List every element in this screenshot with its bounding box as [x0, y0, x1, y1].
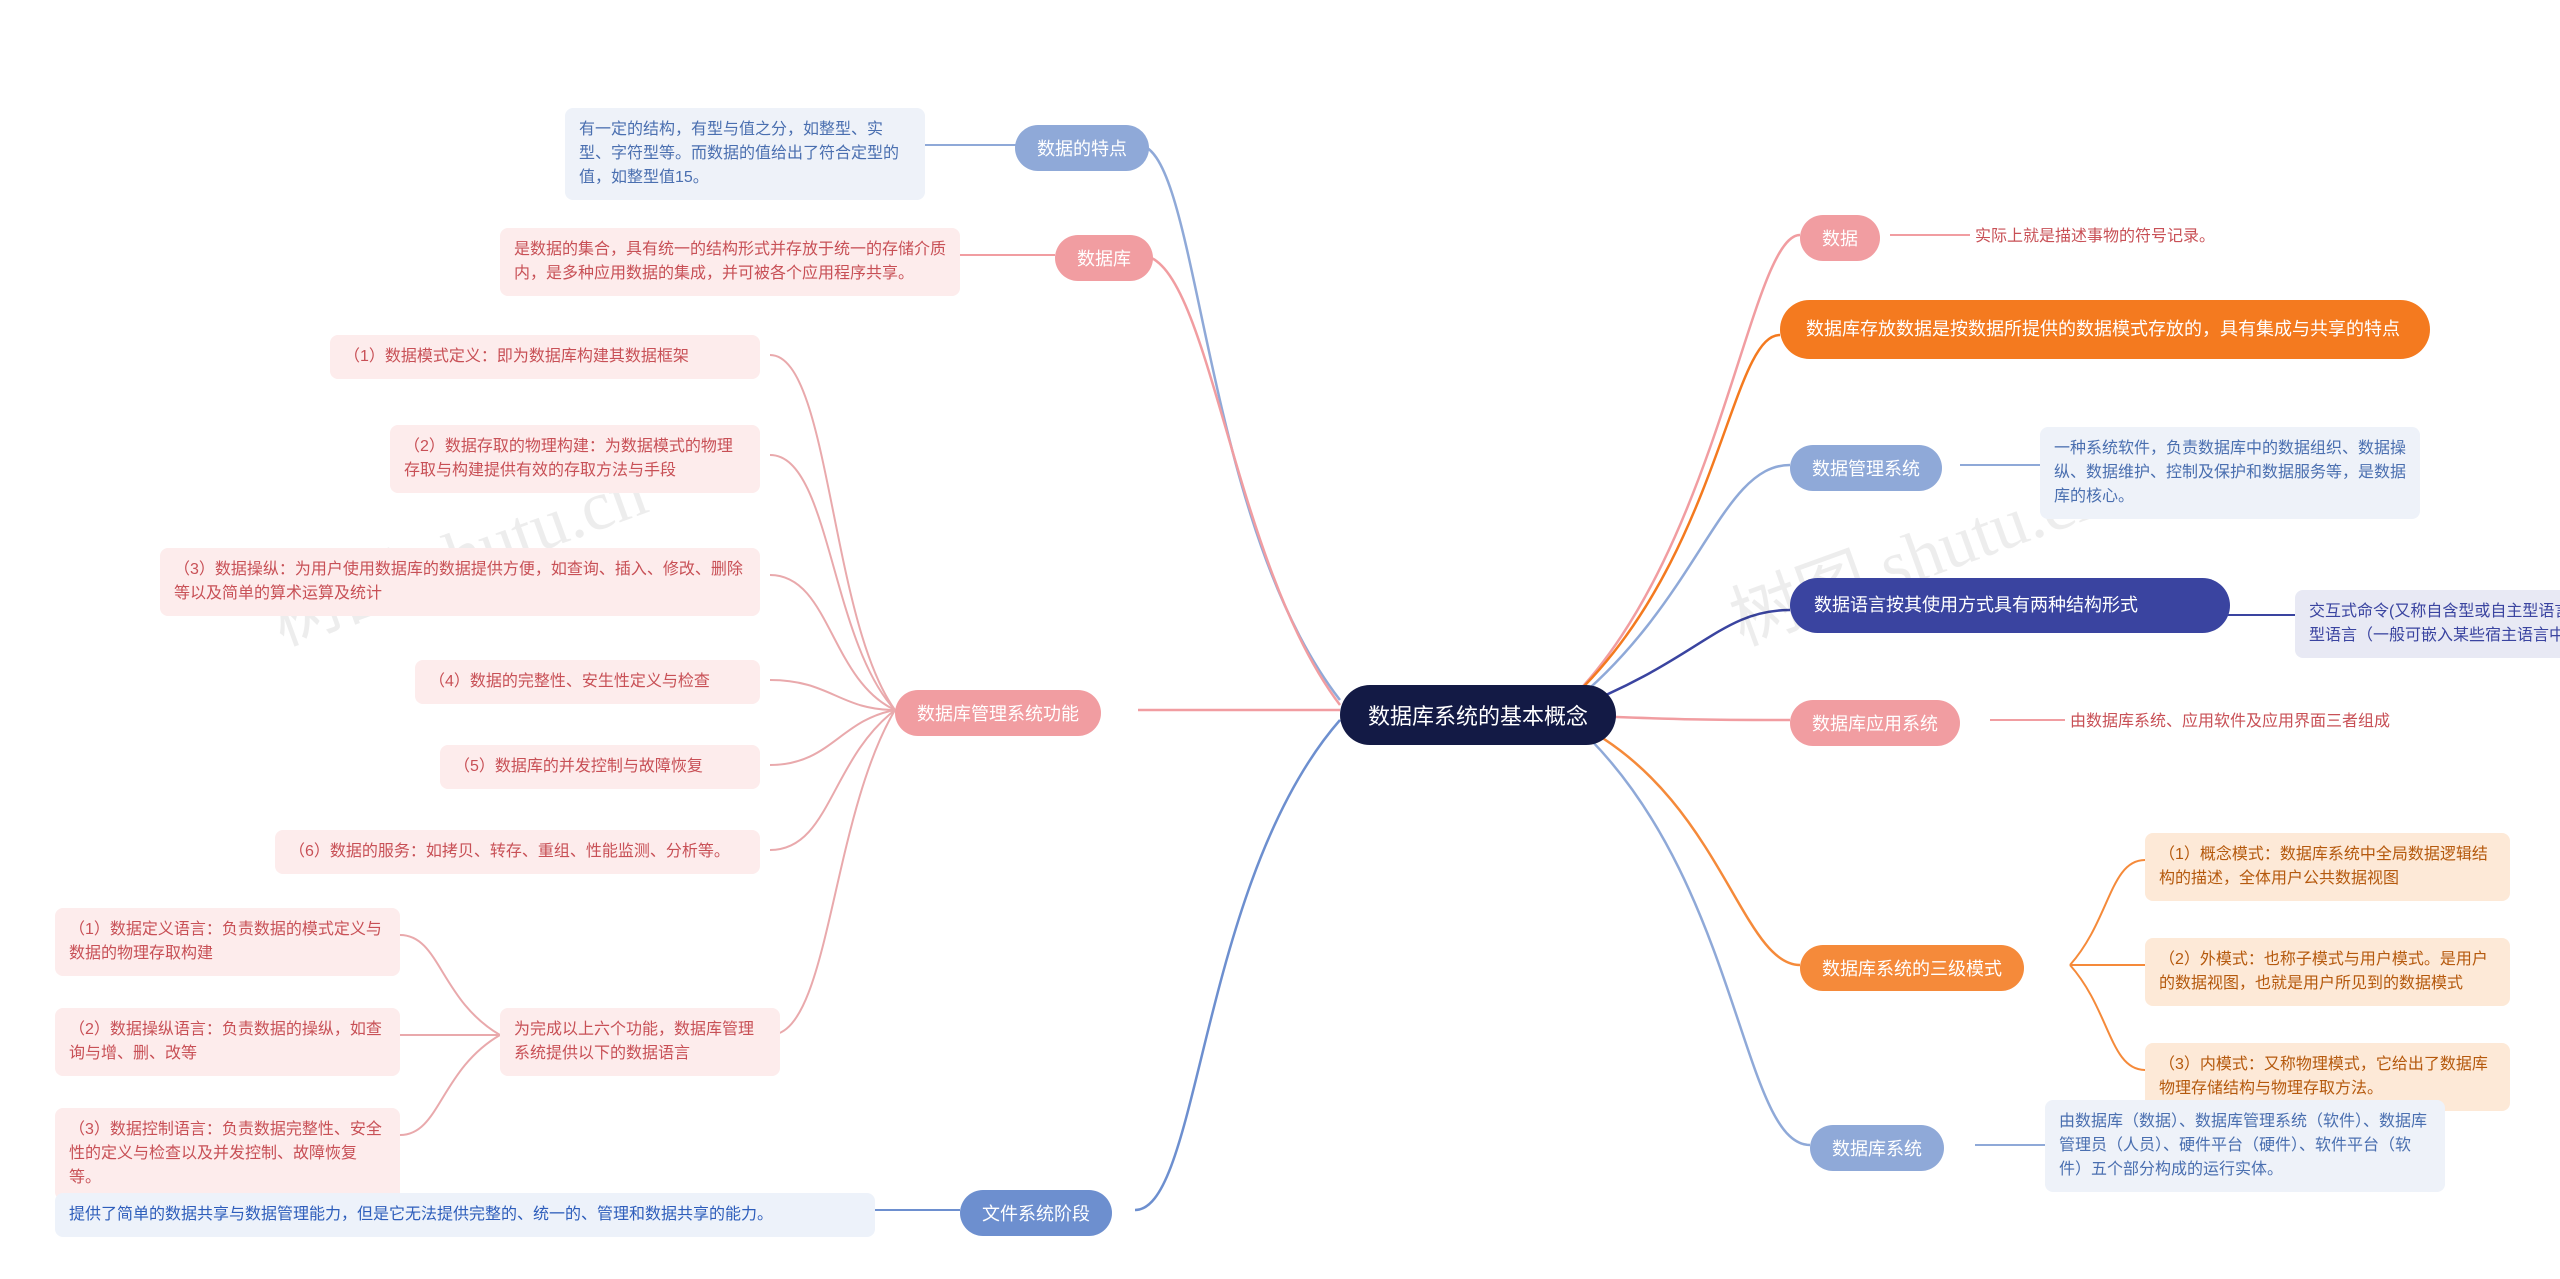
l-b3-item-1: （2）数据存取的物理构建：为数据模式的物理存取与构建提供有效的存取方法与手段	[390, 425, 760, 493]
r-b1-leaf: 实际上就是描述事物的符号记录。	[1975, 225, 2215, 249]
l-b3-item-3: （4）数据的完整性、安生性定义与检查	[415, 660, 760, 704]
r-b4-desc: 交互式命令(又称自含型或自主型语言)宿主型语言（一般可嵌入某些宿主语言中）。	[2295, 590, 2560, 658]
l-b4-node: 文件系统阶段	[960, 1190, 1112, 1236]
l-b3-item-5: （6）数据的服务：如拷贝、转存、重组、性能监测、分析等。	[275, 830, 760, 874]
l-b3-sub-2: （3）数据控制语言：负责数据完整性、安全性的定义与检查以及并发控制、故障恢复等。	[55, 1108, 400, 1200]
l-b3-sub-1: （2）数据操纵语言：负责数据的操纵，如查询与增、删、改等	[55, 1008, 400, 1076]
r-b1-node: 数据	[1800, 215, 1880, 261]
center-node: 数据库系统的基本概念	[1340, 685, 1616, 745]
r-b6-item-0: （1）概念模式：数据库系统中全局数据逻辑结构的描述，全体用户公共数据视图	[2145, 833, 2510, 901]
r-b6-item-1: （2）外模式：也称子模式与用户模式。是用户的数据视图，也就是用户所见到的数据模式	[2145, 938, 2510, 1006]
l-b3-item-0: （1）数据模式定义：即为数据库构建其数据框架	[330, 335, 760, 379]
r-b7-desc: 由数据库（数据）、数据库管理系统（软件）、数据库管理员（人员）、硬件平台（硬件）…	[2045, 1100, 2445, 1192]
l-b3-item-4: （5）数据库的并发控制与故障恢复	[440, 745, 760, 789]
l-b1-node: 数据的特点	[1015, 125, 1149, 171]
l-b2-node: 数据库	[1055, 235, 1153, 281]
r-b2-node: 数据库存放数据是按数据所提供的数据模式存放的，具有集成与共享的特点	[1780, 300, 2430, 359]
r-b5-leaf: 由数据库系统、应用软件及应用界面三者组成	[2070, 710, 2390, 734]
r-b5-node: 数据库应用系统	[1790, 700, 1960, 746]
l-b3-sub-0: （1）数据定义语言：负责数据的模式定义与数据的物理存取构建	[55, 908, 400, 976]
r-b4-node: 数据语言按其使用方式具有两种结构形式	[1790, 578, 2230, 633]
r-b3-desc: 一种系统软件，负责数据库中的数据组织、数据操纵、数据维护、控制及保护和数据服务等…	[2040, 427, 2420, 519]
r-b6-node: 数据库系统的三级模式	[1800, 945, 2024, 991]
l-b1-desc: 有一定的结构，有型与值之分，如整型、实型、字符型等。而数据的值给出了符合定型的值…	[565, 108, 925, 200]
r-b7-node: 数据库系统	[1810, 1125, 1944, 1171]
l-b3-sub: 为完成以上六个功能，数据库管理系统提供以下的数据语言	[500, 1008, 780, 1076]
l-b3-item-2: （3）数据操纵：为用户使用数据库的数据提供方便，如查询、插入、修改、删除等以及简…	[160, 548, 760, 616]
r-b3-node: 数据管理系统	[1790, 445, 1942, 491]
l-b3-node: 数据库管理系统功能	[895, 690, 1101, 736]
l-b4-desc: 提供了简单的数据共享与数据管理能力，但是它无法提供完整的、统一的、管理和数据共享…	[55, 1193, 875, 1237]
l-b2-desc: 是数据的集合，具有统一的结构形式并存放于统一的存储介质内，是多种应用数据的集成，…	[500, 228, 960, 296]
